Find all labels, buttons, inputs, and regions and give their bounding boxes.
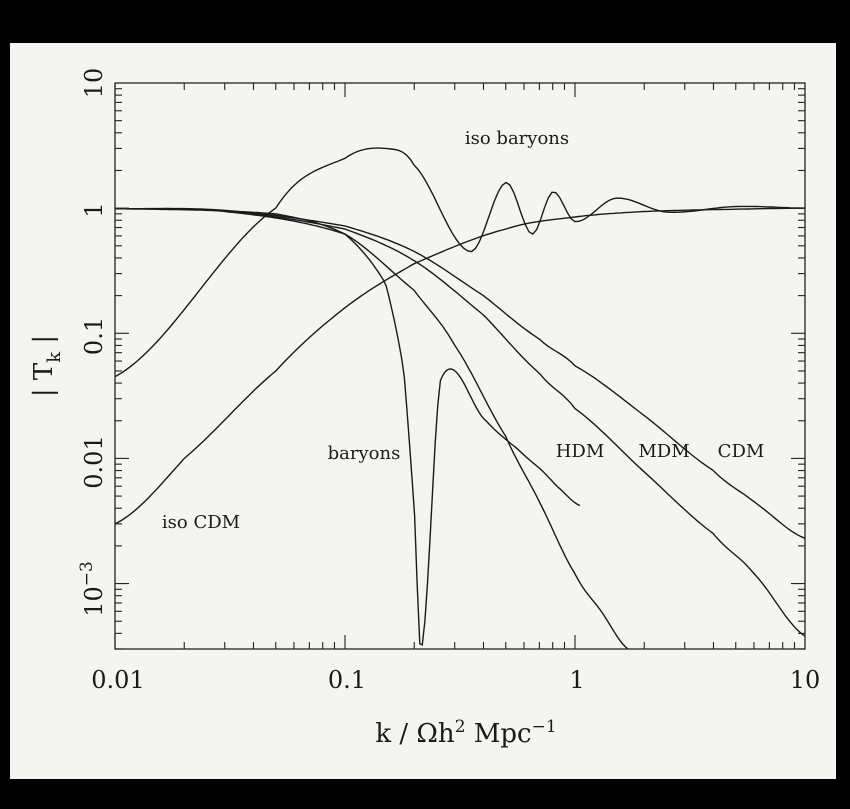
annotation-hdm: HDM — [556, 441, 605, 462]
y-tick-label-0.001: 10−3 — [77, 561, 108, 617]
curve-mdm — [115, 207, 806, 637]
curve-cdm — [115, 207, 806, 539]
curve-layer — [114, 147, 806, 650]
annotation-iso-baryons: iso baryons — [465, 128, 569, 149]
plot-frame — [114, 82, 806, 650]
curve-iso-baryons — [114, 147, 805, 378]
x-tick-label-10: 10 — [790, 666, 821, 694]
annotation-cdm: CDM — [718, 441, 765, 462]
annotation-mdm: MDM — [638, 441, 689, 462]
x-tick-label-0.1: 0.1 — [328, 666, 366, 694]
y-tick-label-0.1: 0.1 — [80, 317, 108, 355]
y-tick-label-0.01: 0.01 — [80, 435, 108, 488]
tick-layer — [114, 83, 805, 650]
y-axis-label: | Tk | — [29, 335, 65, 397]
paper-page — [10, 43, 836, 779]
annotation-baryons: baryons — [328, 443, 401, 464]
curve-hdm — [115, 207, 629, 650]
x-tick-label-1: 1 — [569, 666, 584, 694]
x-axis-label: k / Ωh2 Mpc−1 — [375, 717, 556, 749]
curve-baryons — [115, 207, 581, 646]
y-tick-label-10: 10 — [80, 68, 108, 99]
y-tick-label-1: 1 — [80, 202, 108, 217]
curve-iso-cdm — [114, 207, 806, 525]
x-tick-label-0.01: 0.01 — [91, 666, 144, 694]
annotation-iso-cdm: iso CDM — [162, 512, 240, 533]
